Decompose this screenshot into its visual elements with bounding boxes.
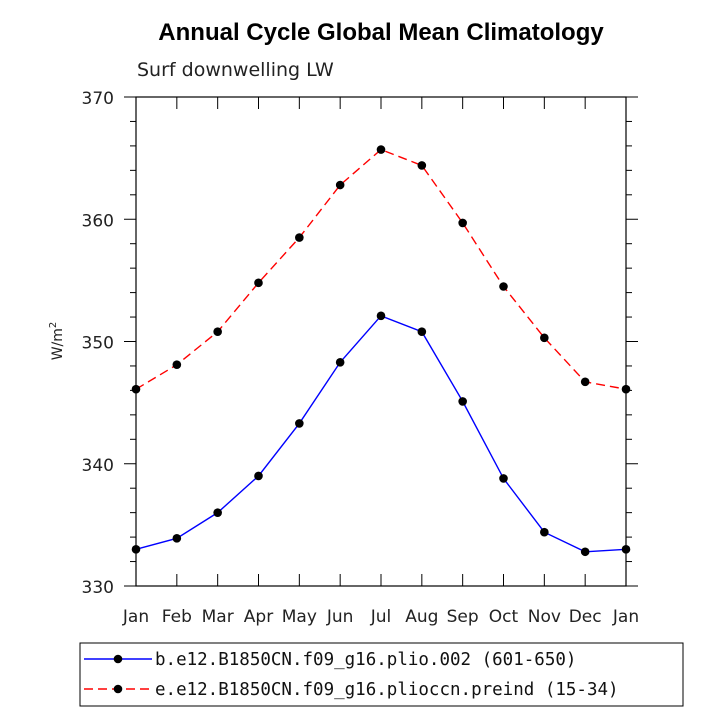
chart-title: Annual Cycle Global Mean Climatology: [158, 19, 604, 46]
series-1-point: [335, 357, 345, 367]
x-tick-label: Dec: [569, 607, 602, 627]
x-tick-label: Feb: [162, 607, 192, 627]
x-tick-label: Aug: [405, 607, 438, 627]
series-1-point: [621, 545, 631, 554]
legend: b.e12.B1850CN.f09_g16.plio.002 (601-650)…: [79, 642, 684, 707]
x-tick-label: Sep: [447, 607, 479, 627]
series-1-point: [172, 534, 182, 543]
plot-frame: [135, 96, 627, 587]
series-2-point: [131, 384, 141, 394]
series-1-point: [458, 397, 467, 406]
series-2-point: [621, 384, 631, 394]
x-tick-label: Mar: [202, 607, 234, 627]
series-line-2: [135, 148, 627, 390]
series-2-point: [376, 145, 386, 154]
x-tick-label: Jun: [326, 607, 354, 627]
series-1-point: [131, 545, 141, 554]
y-tick-label: 370: [82, 89, 114, 109]
x-tick-label: Jan: [122, 607, 149, 627]
series-1-point: [213, 508, 222, 517]
legend-marker-2: [113, 684, 123, 694]
series-2-point: [172, 360, 182, 370]
x-tick-label: May: [282, 607, 317, 627]
y-tick-label: 330: [82, 578, 114, 598]
y-axis-label: W/m2: [48, 322, 66, 361]
plot-area: Jan Feb Mar Apr May Jun Jul Aug Sep Oct Nov Dec Jan 3…: [82, 89, 640, 627]
x-tick-label: Jan: [612, 607, 639, 627]
y-tick-label: 360: [82, 211, 114, 231]
series-2-point: [499, 282, 508, 291]
series-2-point: [213, 327, 222, 337]
y-axis-label-superscript: 2: [48, 322, 59, 328]
y-axis-label-text: W/m: [50, 328, 66, 360]
x-tick-label: Oct: [489, 607, 519, 627]
series-2-point: [295, 233, 304, 242]
series-line-1: [135, 314, 627, 553]
series-1-point: [254, 471, 263, 481]
series-2-point: [458, 218, 467, 228]
series-1-point: [499, 474, 508, 483]
series-2-point: [540, 333, 549, 343]
series-2-point: [580, 377, 590, 387]
legend-box: [79, 642, 684, 707]
y-tick-label: 350: [82, 334, 114, 354]
legend-marker-1: [113, 654, 123, 664]
x-tick-label: Nov: [528, 607, 561, 627]
series-2-point: [254, 278, 263, 288]
y-tick-label: 340: [82, 456, 114, 476]
series-1-point: [417, 327, 427, 337]
x-tick-label: Apr: [244, 607, 273, 627]
series-2-point: [335, 180, 345, 190]
series-1-point: [540, 527, 549, 537]
legend-label-2: e.e12.B1850CN.f09_g16.plioccn.preind (15…: [155, 680, 619, 700]
series-2-point: [417, 161, 427, 170]
chart-subtitle: Surf downwelling LW: [137, 59, 334, 81]
legend-label-1: b.e12.B1850CN.f09_g16.plio.002 (601-650): [155, 650, 576, 670]
x-tick-label: Jul: [370, 607, 392, 627]
series-1-point: [376, 311, 386, 321]
series-1-point: [295, 419, 304, 428]
series-1-point: [580, 547, 590, 557]
